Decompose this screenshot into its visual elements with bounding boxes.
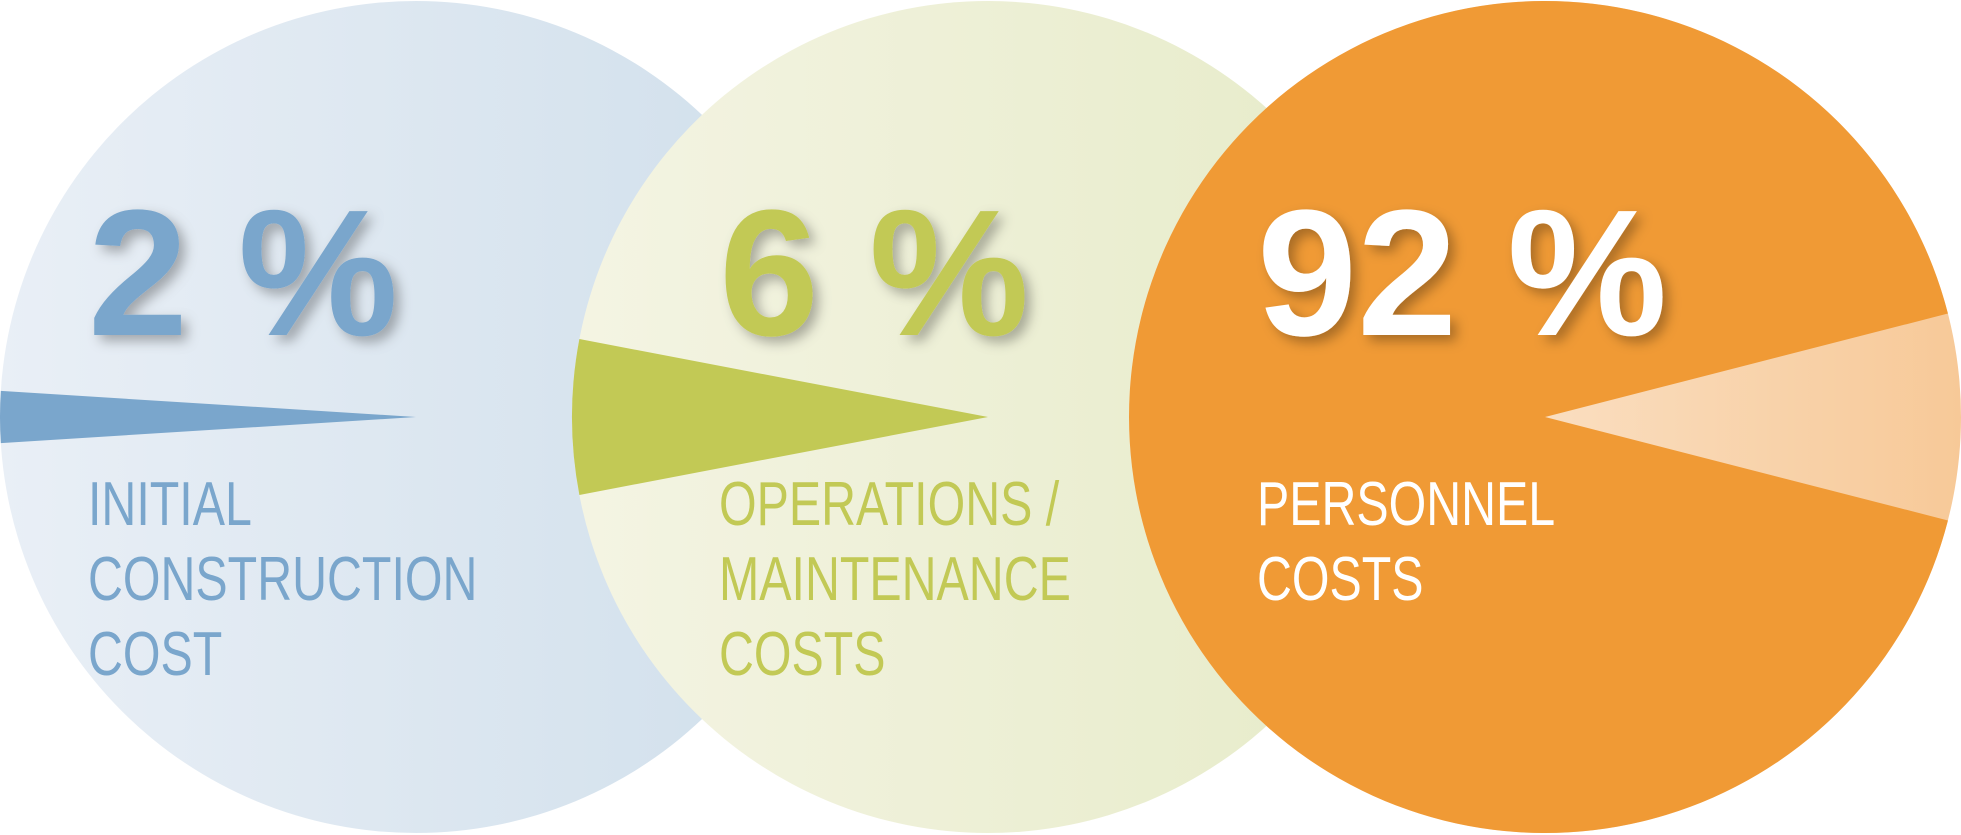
value-label: 2 % <box>88 173 398 374</box>
category-label: INITIAL <box>88 469 252 538</box>
category-label: COSTS <box>719 619 886 688</box>
value-label: 92 % <box>1257 173 1667 374</box>
pie-wedge <box>0 390 416 444</box>
category-label: OPERATIONS / <box>719 469 1060 538</box>
category-label: PERSONNEL <box>1257 469 1555 538</box>
category-label: CONSTRUCTION <box>88 544 477 613</box>
category-label: COSTS <box>1257 544 1424 613</box>
category-label: MAINTENANCE <box>719 544 1071 613</box>
pie-wedge <box>1129 1 1948 834</box>
value-label: 6 % <box>719 173 1029 374</box>
pie-wedge <box>572 339 988 495</box>
category-label: COST <box>88 619 222 688</box>
